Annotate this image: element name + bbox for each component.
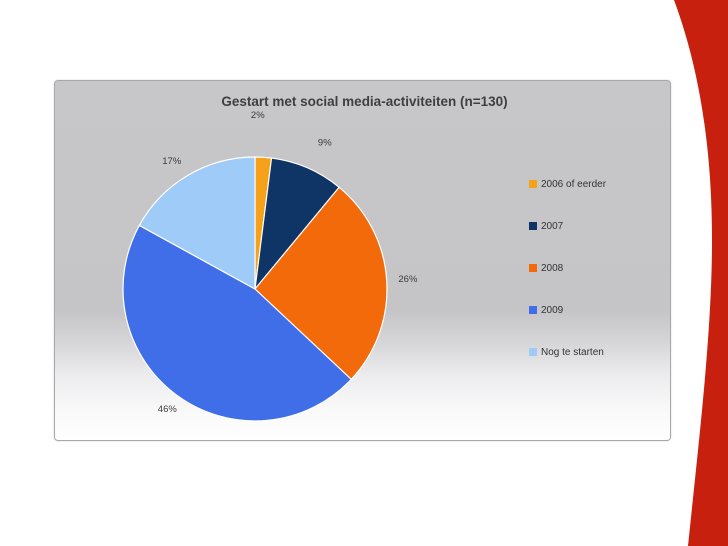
legend-item: 2006 of eerder [529, 177, 606, 191]
legend-label: Nog te starten [541, 346, 604, 358]
legend-swatch [529, 348, 537, 356]
legend-item: 2007 [529, 219, 563, 233]
legend-item: Nog te starten [529, 345, 604, 359]
data-label-2006-of-eerder: 2% [251, 110, 265, 121]
legend-label: 2007 [541, 220, 564, 232]
legend-item: 2009 [529, 303, 563, 317]
data-label-2009: 46% [158, 404, 178, 415]
legend-swatch [529, 306, 537, 314]
legend-label: 2009 [541, 304, 564, 316]
red-swoosh-shape [674, 0, 728, 546]
data-label-nog-te-starten: 17% [162, 156, 182, 167]
legend-item: 2008 [529, 261, 563, 275]
legend-swatch [529, 222, 537, 230]
data-label-2007: 9% [318, 137, 332, 148]
chart-title: Gestart met social media-activiteiten (n… [221, 94, 508, 109]
pie-slice-2008 [254, 186, 388, 381]
legend-swatch [529, 264, 537, 272]
pie-slice-2009 [122, 224, 353, 422]
legend-swatch [529, 180, 537, 188]
chart-container: Gestart met social media-activiteiten (n… [54, 80, 671, 441]
legend-label: 2006 of eerder [541, 178, 607, 190]
pie-chart: 2% 9% 26% 46% 17% [122, 110, 418, 422]
pie-slice-nog-te-starten [138, 156, 256, 291]
legend-label: 2008 [541, 262, 564, 274]
data-label-2008: 26% [398, 274, 418, 285]
